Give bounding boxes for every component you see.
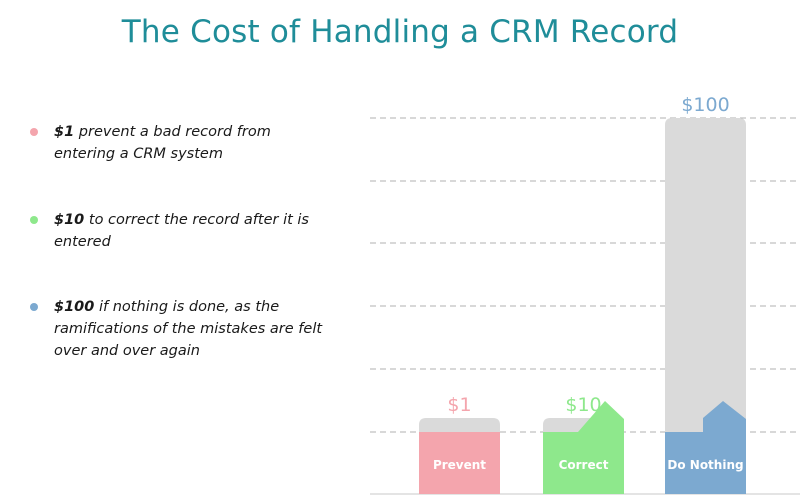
bullet-text: prevent a bad record from entering a CRM… xyxy=(54,124,271,162)
value-label: $100 xyxy=(681,94,729,116)
category-label: Prevent xyxy=(433,458,486,472)
bullet-text: if nothing is done, as the ramifications… xyxy=(54,299,323,359)
bar-do-nothing xyxy=(665,401,746,494)
bullet-do-nothing: $100 if nothing is done, as the ramifica… xyxy=(28,296,328,362)
bullet-dot xyxy=(30,303,38,311)
bullet-dot xyxy=(30,216,38,224)
bullet-amount: $10 xyxy=(54,212,85,228)
category-label: Correct xyxy=(559,458,609,472)
chart-title: The Cost of Handling a CRM Record xyxy=(121,14,679,50)
bullet-correct: $10 to correct the record after it is en… xyxy=(28,209,328,253)
bullet-amount: $1 xyxy=(54,124,75,140)
bullet-amount: $100 xyxy=(54,299,95,315)
bullet-text: to correct the record after it is entere… xyxy=(54,212,309,250)
bar-correct xyxy=(543,401,624,494)
bullet-prevent: $1 prevent a bad record from entering a … xyxy=(28,121,328,165)
bar-prevent xyxy=(419,432,500,494)
bar-background xyxy=(665,118,746,494)
category-label: Do Nothing xyxy=(667,458,743,472)
value-label: $10 xyxy=(565,394,601,416)
value-label: $1 xyxy=(447,394,471,416)
bullet-dot xyxy=(30,128,38,136)
bars: $1 Prevent $10 Correct $100 Do Nothing xyxy=(419,94,746,494)
